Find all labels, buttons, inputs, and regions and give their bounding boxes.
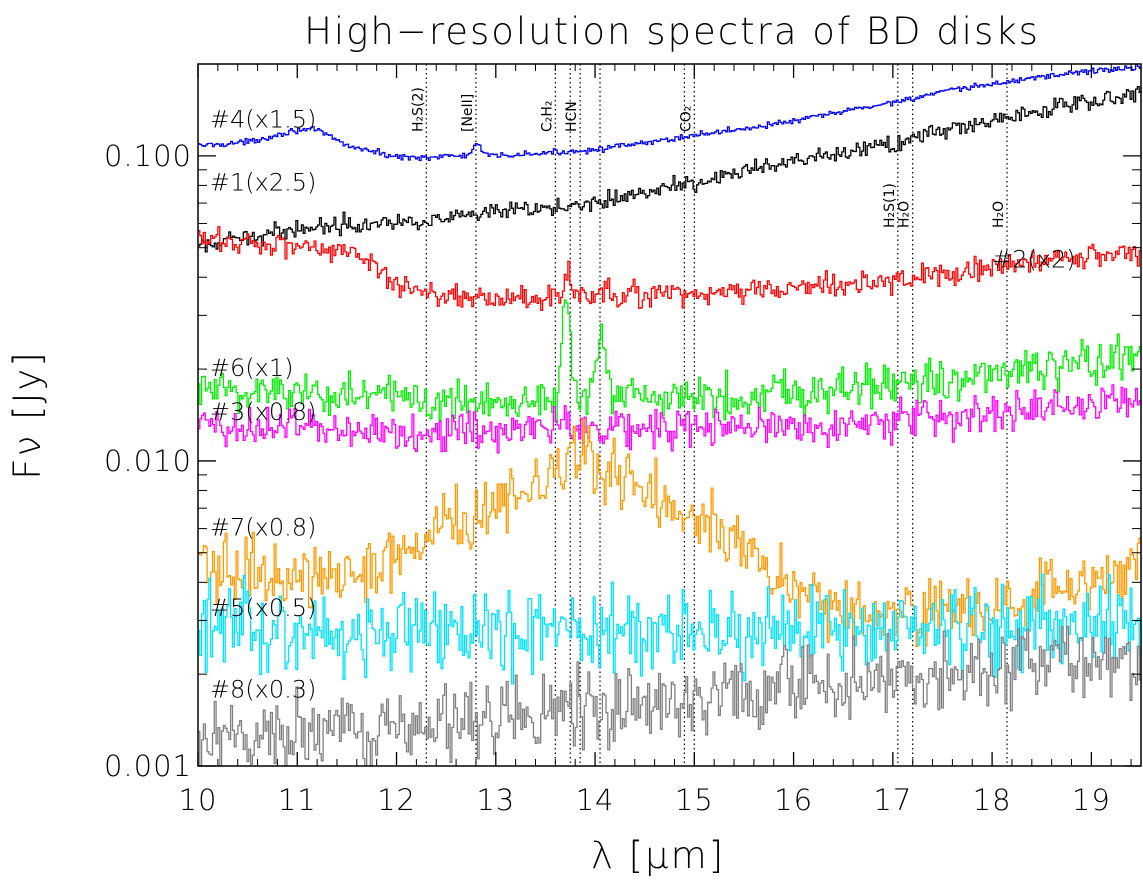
line-marker-label: [NeII] [460, 94, 476, 132]
x-tick-label: 10 [179, 783, 218, 817]
line-marker-label: CO₂ [678, 106, 694, 132]
series-label: #1(x2.5) [210, 168, 316, 196]
series-line [198, 418, 1142, 648]
series-labels: #4(x1.5) #1(x2.5) #2(x2) #6(x1) #3(x0.8) #7(x… [210, 105, 1076, 703]
x-tick-label: 19 [1072, 783, 1111, 817]
y-tick-label: 0.010 [104, 444, 192, 478]
line-marker-label: H₂S(2) [410, 87, 426, 132]
line-marker-label: C₂H₂ [539, 100, 555, 132]
series-line [198, 86, 1142, 253]
series-line [198, 299, 1142, 424]
x-axis-label: λ [μm] [591, 834, 725, 877]
series-line [198, 63, 1142, 162]
series-label: #4(x1.5) [210, 105, 316, 133]
series-label: #2(x2) [992, 246, 1076, 274]
axes: 10 11 12 13 14 15 16 17 18 19 0.001 0.010 0.100 [104, 63, 1142, 817]
series-layer [198, 63, 1142, 767]
x-tick-label: 13 [476, 783, 515, 817]
series-label: #3(x0.8) [210, 398, 316, 426]
line-marker-label: H₂S(1) [882, 183, 898, 228]
series-line [198, 573, 1142, 685]
series-line [198, 226, 1142, 312]
x-tick-label: 17 [873, 783, 912, 817]
chart-title: High−resolution spectra of BD disks [304, 10, 1040, 53]
y-axis-label-text: Fν [Jy] [6, 350, 49, 479]
series-label: #8(x0.3) [210, 675, 316, 703]
x-tick-label: 18 [973, 783, 1012, 817]
line-marker-label: HCN [564, 101, 580, 132]
series-label: #5(x0.5) [210, 594, 316, 622]
line-marker-label: H₂O [897, 201, 913, 228]
series-line [198, 384, 1142, 454]
x-tick-label: 16 [774, 783, 813, 817]
line-marker-label: H₂O [991, 201, 1007, 228]
plot-frame [197, 63, 1142, 767]
series-label: #6(x1) [210, 354, 294, 382]
y-axis-label: Fν [Jy] [6, 350, 49, 479]
y-tick-label: 0.100 [104, 139, 192, 173]
series-line [198, 625, 1142, 767]
x-tick-label: 12 [377, 783, 416, 817]
x-tick-label: 11 [278, 783, 317, 817]
x-tick-label: 14 [576, 783, 615, 817]
y-tick-label: 0.001 [104, 749, 192, 783]
x-tick-label: 15 [675, 783, 714, 817]
series-label: #7(x0.8) [210, 513, 316, 541]
